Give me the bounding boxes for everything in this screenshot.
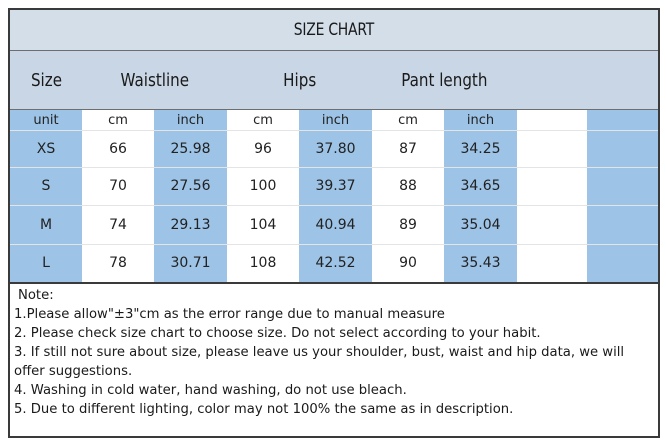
row-divider [10, 244, 658, 245]
table-cell: 37.80 [315, 140, 356, 157]
column-waist-inch-bg [154, 110, 227, 282]
row-divider [10, 130, 658, 131]
table-cell: 74 [109, 216, 127, 233]
table-cell: 66 [109, 140, 127, 157]
table-cell: 100 [249, 178, 277, 194]
table-cell: 78 [109, 255, 127, 271]
table-cell: 90 [399, 255, 417, 271]
unit-length-inch: inch [466, 112, 495, 128]
row-divider [10, 205, 658, 206]
table-cell: 104 [249, 216, 277, 233]
table-cell: 42.52 [315, 255, 356, 271]
unit-length-cm: cm [398, 112, 418, 128]
unit-hips-inch: inch [321, 112, 350, 128]
header-pant-length: Pant length [401, 69, 488, 91]
header-hips: Hips [282, 69, 317, 91]
table-cell-size: XS [36, 140, 56, 157]
table-cell: 29.13 [170, 216, 211, 233]
note-item-4: 4. Washing in cold water, hand washing, … [14, 383, 407, 398]
table-cell: 40.94 [315, 216, 356, 233]
column-hips-inch-bg [299, 110, 372, 282]
column-size-bg [10, 110, 82, 282]
unit-waist-cm: cm [108, 112, 128, 128]
unit-hips-cm: cm [253, 112, 273, 128]
notes-section: Note: 1.Please allow"±3"cm as the error … [14, 286, 656, 419]
notes-heading: Note: [18, 288, 54, 303]
column-length-inch-bg [444, 110, 517, 282]
table-cell: 25.98 [170, 140, 211, 157]
size-table: unit cm inch cm inch cm inch XS 66 25.98… [10, 110, 658, 284]
chart-title-text: SIZE CHART [293, 20, 375, 40]
note-item-5: 5. Due to different lighting, color may … [14, 402, 514, 417]
table-cell: 70 [109, 178, 127, 194]
table-cell: 108 [249, 255, 277, 271]
note-item-2: 2. Please check size chart to choose siz… [14, 326, 541, 341]
table-cell: 35.43 [460, 255, 501, 271]
table-cell: 88 [399, 178, 417, 194]
table-cell: 34.25 [460, 140, 501, 157]
table-cell: 35.04 [460, 216, 501, 233]
unit-waist-inch: inch [176, 112, 205, 128]
header-waistline: Waistline [120, 69, 189, 91]
table-cell: 89 [399, 216, 417, 233]
header-size: Size [30, 69, 62, 91]
header-row: Size Waistline Hips Pant length [10, 51, 658, 110]
size-chart-sheet: SIZE CHART Size Waistline Hips Pant leng… [8, 8, 660, 438]
table-cell-size: L [42, 255, 50, 271]
column-waist-cm-bg [82, 110, 154, 282]
column-length-cm-bg [372, 110, 444, 282]
table-cell-size: S [41, 178, 51, 194]
row-divider [10, 167, 658, 168]
column-hips-cm-bg [227, 110, 299, 282]
column-empty-blue [587, 110, 658, 282]
note-item-1: 1.Please allow"±3"cm as the error range … [14, 307, 445, 322]
unit-label: unit [33, 112, 59, 128]
note-item-3: 3. If still not sure about size, please … [14, 345, 625, 379]
table-cell-size: M [39, 216, 53, 233]
table-cell: 34.65 [460, 178, 501, 194]
table-cell: 87 [399, 140, 417, 157]
table-cell: 30.71 [170, 255, 211, 271]
table-cell: 96 [254, 140, 272, 157]
table-cell: 39.37 [315, 178, 356, 194]
table-cell: 27.56 [170, 178, 211, 194]
column-empty-white [517, 110, 587, 282]
chart-title: SIZE CHART [10, 10, 658, 51]
